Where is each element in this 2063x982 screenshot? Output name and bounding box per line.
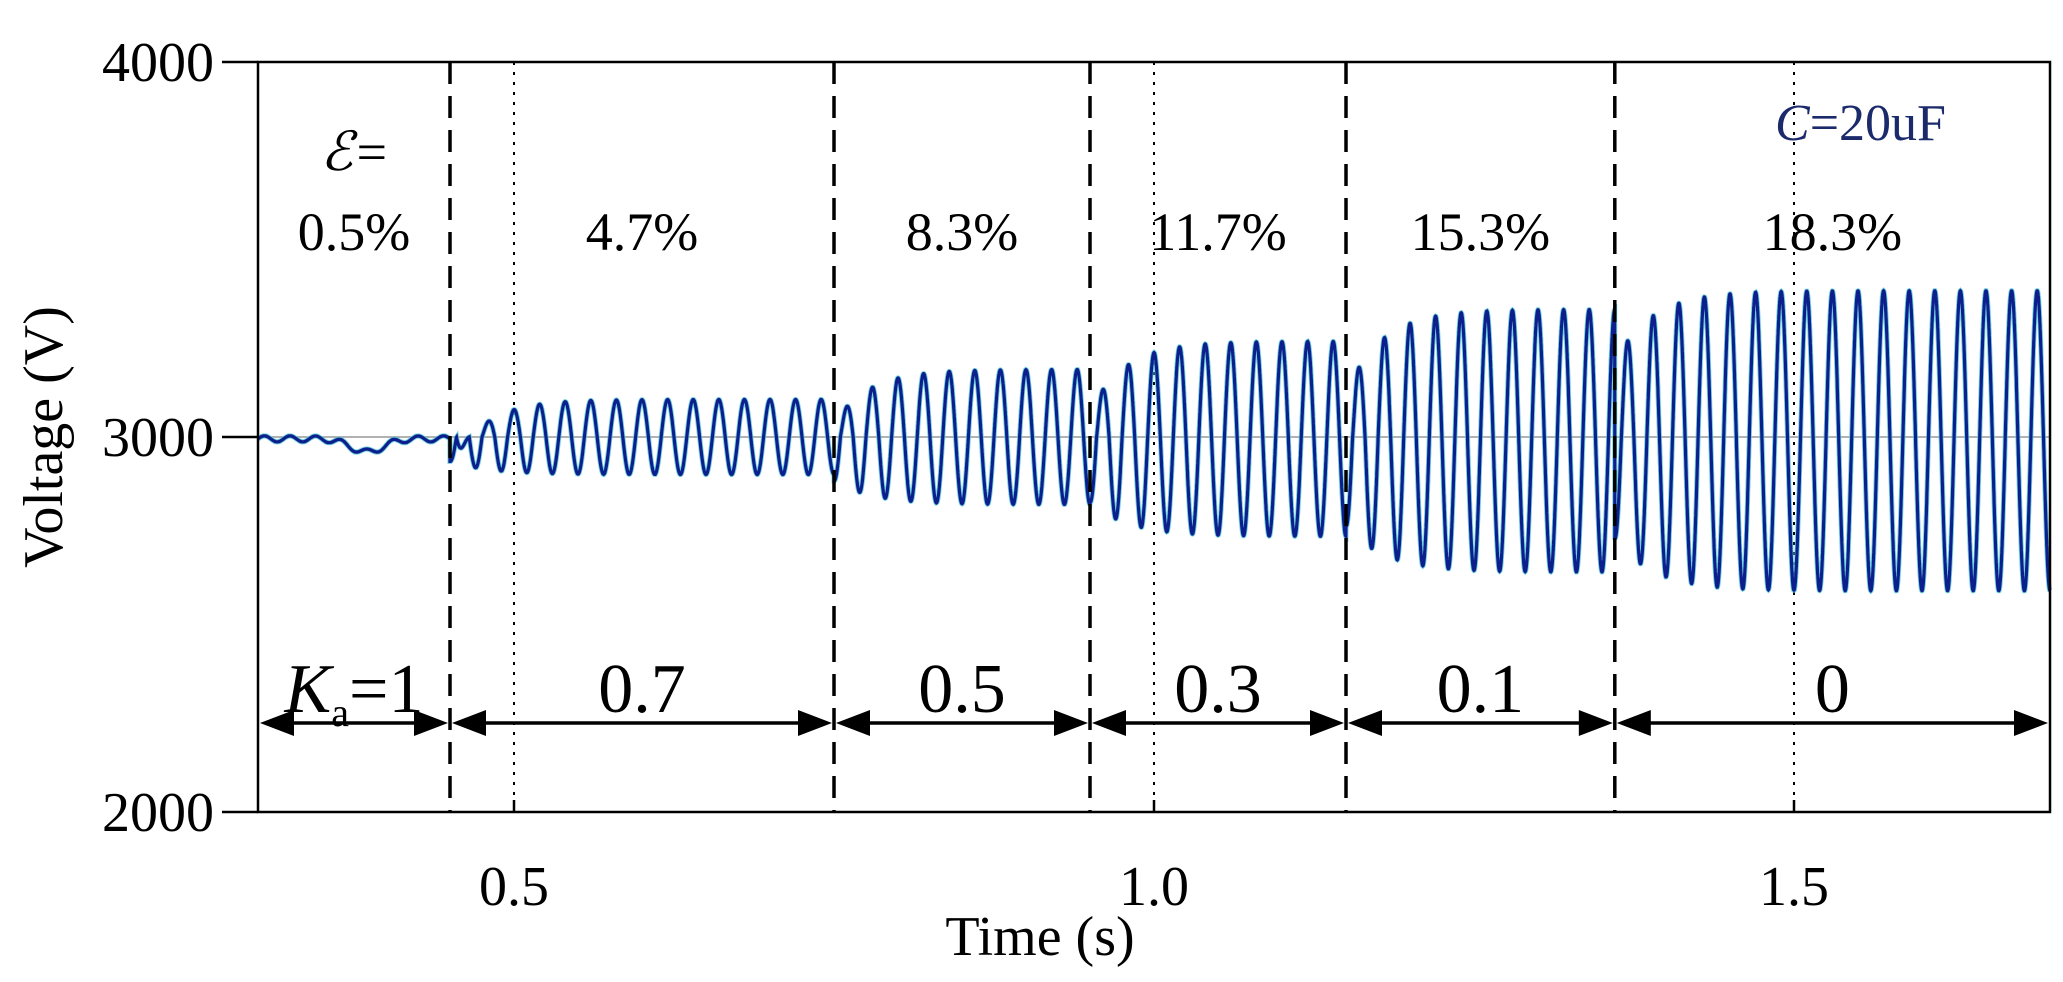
boundary-layer <box>448 62 1617 812</box>
ka-first-value: =1 <box>349 651 423 728</box>
ka-subscript: a <box>331 690 349 735</box>
epsilon-value-label: 4.7% <box>586 202 698 262</box>
ka-arrow-head-left <box>1092 710 1126 736</box>
voltage-trace <box>256 288 2052 593</box>
ka-arrow-head-left <box>1348 710 1382 736</box>
ka-arrow-head-right <box>798 710 832 736</box>
ka-arrow-head-left <box>1616 710 1651 736</box>
epsilon-value-label: 8.3% <box>906 202 1018 262</box>
tick-layer: 0.5 1.0 1.5 2000 3000 4000 <box>102 32 1829 918</box>
ka-value-label: 0.1 <box>1437 651 1525 728</box>
y-tick-label: 2000 <box>102 782 214 844</box>
epsilon-value-label: 15.3% <box>1411 202 1550 262</box>
capacitance-value: =20uF <box>1810 95 1946 152</box>
ka-value-label: 0 <box>1815 651 1850 728</box>
x-tick-label: 1.5 <box>1759 856 1829 918</box>
y-tick-label: 3000 <box>102 407 214 469</box>
epsilon-symbol: ℰ= <box>320 122 389 182</box>
ka-arrow-head-left <box>836 710 870 736</box>
signal-layer <box>256 287 2053 595</box>
ka-value-label: 0.5 <box>918 651 1006 728</box>
ka-arrow-head-right <box>414 710 448 736</box>
y-tick-label: 4000 <box>102 32 214 94</box>
ka-symbol: K <box>284 651 335 728</box>
ka-value-label: 0.3 <box>1174 651 1262 728</box>
ka-arrow-head-left <box>452 710 486 736</box>
epsilon-value-label: 18.3% <box>1763 202 1902 262</box>
ka-value-label: Ka=1 <box>284 651 424 735</box>
x-axis-title: Time (s) <box>945 906 1134 968</box>
ka-arrow-head-right <box>1310 710 1344 736</box>
capacitance-annotation: C=20uF <box>1775 95 1946 152</box>
x-tick-label: 0.5 <box>479 856 549 918</box>
label-layer: 0.5% Ka=1 4.7% 0.7 8.3% 0.5 11.7% 0.3 15.3% 0.1 18… <box>284 202 1903 735</box>
ka-arrow-head-left <box>260 710 294 736</box>
epsilon-value-label: 11.7% <box>1149 202 1286 262</box>
arrow-layer <box>260 710 2048 736</box>
ka-value-label: 0.7 <box>598 651 686 728</box>
capacitance-symbol: C <box>1775 95 1811 152</box>
epsilon-value-label: 0.5% <box>298 202 410 262</box>
ka-arrow-head-right <box>1054 710 1088 736</box>
y-axis-title: Voltage (V) <box>13 306 75 568</box>
x-tick-label: 1.0 <box>1119 856 1189 918</box>
ka-arrow-head-right <box>1578 710 1613 736</box>
ka-arrow-head-right <box>2014 710 2048 736</box>
